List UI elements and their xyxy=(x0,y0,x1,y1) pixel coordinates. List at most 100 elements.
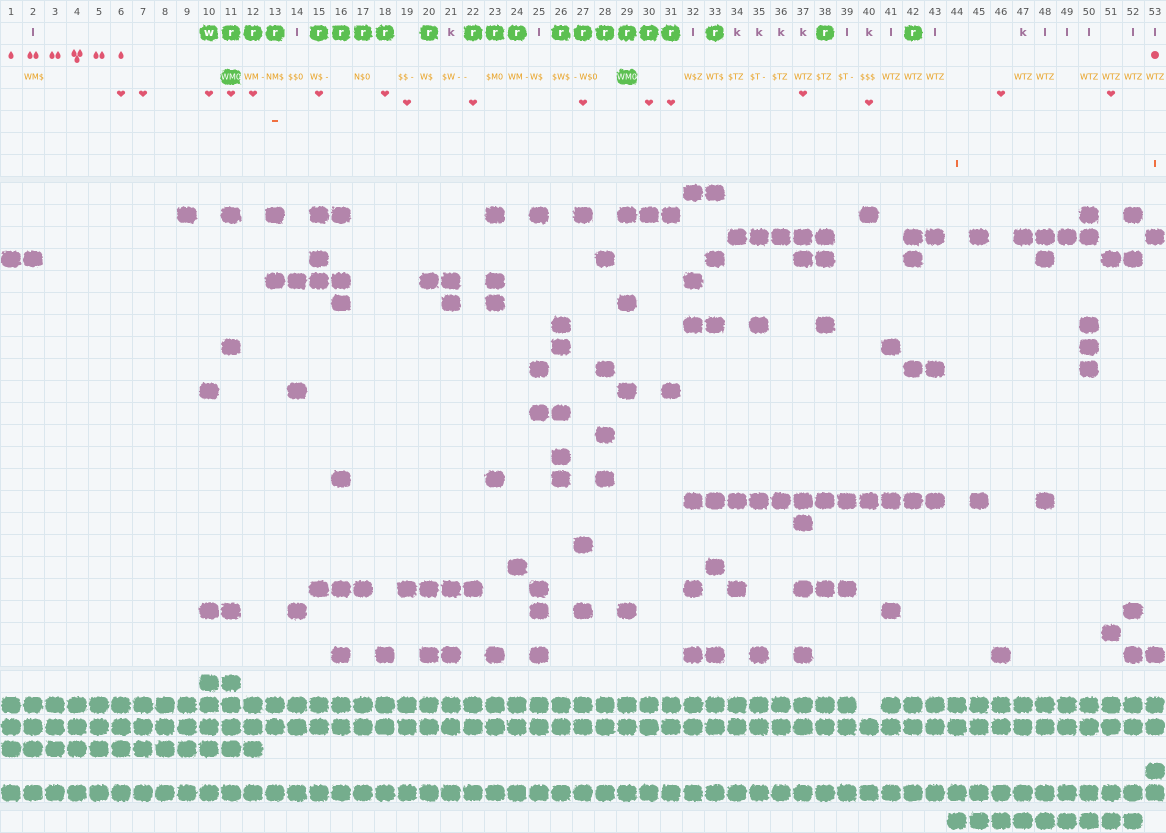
green-mark xyxy=(111,741,131,757)
green-mark xyxy=(287,697,307,713)
purple-mark xyxy=(1101,625,1121,641)
green-mark xyxy=(903,697,923,713)
green-mark xyxy=(177,719,197,735)
letter: r xyxy=(228,26,234,39)
week-label: 45 xyxy=(973,7,986,18)
purple-mark xyxy=(1,251,21,267)
green-mark xyxy=(705,785,725,801)
letter: l xyxy=(295,26,299,39)
purple-mark xyxy=(551,339,571,355)
green-mark xyxy=(1013,813,1033,829)
green-mark xyxy=(419,785,439,801)
letter: r xyxy=(624,26,630,39)
green-mark xyxy=(573,719,593,735)
week-label: 25 xyxy=(533,7,546,18)
purple-mark xyxy=(969,493,989,509)
purple-mark xyxy=(815,229,835,245)
week-label: 13 xyxy=(269,7,282,18)
green-mark xyxy=(133,785,153,801)
letter: k xyxy=(777,26,785,39)
letter: l xyxy=(31,26,35,39)
green-mark xyxy=(353,719,373,735)
letter: k xyxy=(447,26,455,39)
green-mark xyxy=(1035,785,1055,801)
green-mark xyxy=(925,697,945,713)
purple-mark xyxy=(419,647,439,663)
code: WTZ xyxy=(1080,73,1099,82)
green-mark xyxy=(727,697,747,713)
purple-mark xyxy=(837,581,857,597)
green-mark xyxy=(485,697,505,713)
letter: r xyxy=(426,26,432,39)
green-mark xyxy=(507,697,527,713)
purple-mark xyxy=(331,581,351,597)
code: WTZ xyxy=(794,73,813,82)
purple-mark xyxy=(969,229,989,245)
green-mark xyxy=(441,785,461,801)
green-mark xyxy=(793,697,813,713)
purple-mark xyxy=(529,647,549,663)
letter: l xyxy=(889,26,893,39)
green-mark xyxy=(23,741,43,757)
purple-mark xyxy=(881,493,901,509)
purple-mark xyxy=(265,273,285,289)
week-label: 34 xyxy=(731,7,744,18)
purple-mark xyxy=(485,647,505,663)
week-label: 41 xyxy=(885,7,898,18)
green-mark xyxy=(925,785,945,801)
green-mark xyxy=(375,719,395,735)
code: WM0 xyxy=(617,73,637,82)
highlight xyxy=(266,25,284,41)
purple-mark xyxy=(573,207,593,223)
purple-mark xyxy=(771,493,791,509)
heart xyxy=(138,90,148,97)
green-mark xyxy=(1145,763,1165,779)
purple-mark xyxy=(1057,229,1077,245)
letter: r xyxy=(646,26,652,39)
code: N$0 xyxy=(354,73,370,82)
purple-mark xyxy=(903,361,923,377)
purple-mark xyxy=(1123,251,1143,267)
code: WTZ xyxy=(926,73,945,82)
letter: k xyxy=(865,26,873,39)
letter: r xyxy=(580,26,586,39)
letter: l xyxy=(1043,26,1047,39)
green-mark xyxy=(837,785,857,801)
purple-mark xyxy=(419,273,439,289)
green-mark xyxy=(463,719,483,735)
purple-mark xyxy=(485,207,505,223)
week-label: 2 xyxy=(30,7,36,18)
green-mark xyxy=(1101,719,1121,735)
purple-mark xyxy=(683,581,703,597)
green-mark xyxy=(639,719,659,735)
purple-mark xyxy=(573,603,593,619)
highlight xyxy=(640,25,658,41)
green-mark xyxy=(155,719,175,735)
week-label: 7 xyxy=(140,7,146,18)
code: $TZ xyxy=(816,73,832,82)
green-mark xyxy=(1123,785,1143,801)
heart xyxy=(644,99,654,106)
letter: r xyxy=(558,26,564,39)
tick xyxy=(956,160,958,167)
week-label: 18 xyxy=(379,7,392,18)
purple-mark xyxy=(705,559,725,575)
green-mark xyxy=(463,785,483,801)
week-label: 49 xyxy=(1061,7,1074,18)
purple-mark xyxy=(793,581,813,597)
purple-mark xyxy=(705,317,725,333)
highlight xyxy=(552,25,570,41)
week-label: 26 xyxy=(555,7,568,18)
green-mark xyxy=(1035,813,1055,829)
green-mark xyxy=(551,697,571,713)
green-mark xyxy=(463,697,483,713)
green-mark xyxy=(683,785,703,801)
green-mark xyxy=(67,785,87,801)
drop xyxy=(33,51,39,59)
green-mark xyxy=(573,697,593,713)
green-mark xyxy=(353,785,373,801)
heart xyxy=(380,90,390,97)
green-mark xyxy=(309,785,329,801)
week-label: 20 xyxy=(423,7,436,18)
